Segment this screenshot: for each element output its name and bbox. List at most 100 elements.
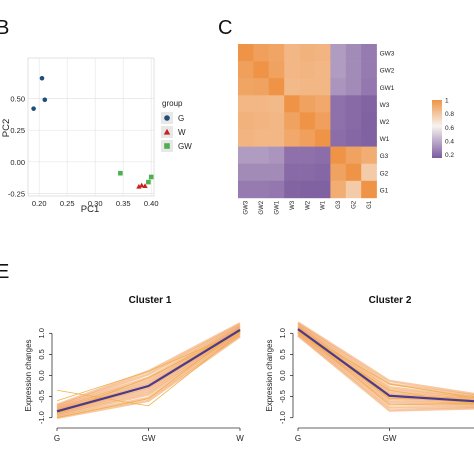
heatmap-column-label: GW1 — [275, 200, 281, 214]
heatmap-column-labels: GW3 GW2 GW1 W3 W2 W1 G3 G2 G1 — [244, 200, 373, 214]
pca-legend-marker-g — [164, 115, 170, 121]
heatmap-cell — [361, 44, 377, 62]
heatmap-cell — [299, 180, 316, 199]
cluster-outlier-line — [297, 330, 474, 398]
heatmap-column-label: GW3 — [244, 200, 250, 214]
pca-y-tick-label: 0.25 — [10, 126, 25, 135]
pca-point-g — [39, 75, 45, 81]
cluster-member-line — [56, 334, 241, 418]
heatmap-cell — [268, 146, 285, 164]
pca-point-gw — [118, 170, 123, 176]
cluster-member-line — [297, 331, 474, 407]
heatmap-cell — [361, 61, 377, 79]
pca-point-gw — [146, 179, 151, 185]
heatmap-cell — [299, 95, 316, 113]
heatmap-cell — [284, 61, 300, 79]
heatmap-row-label: G2 — [380, 170, 389, 177]
heatmap-column-label: G1 — [367, 200, 373, 209]
cluster-x-tick-label: GW — [142, 434, 156, 443]
heatmap-cell — [315, 163, 331, 182]
pca-x-tick-label: 0.30 — [88, 199, 103, 208]
colorbar-tick-label: 0.4 — [445, 138, 454, 145]
cluster-1-title: Cluster 1 — [129, 295, 172, 306]
cluster-outlier-line — [56, 333, 241, 407]
heatmap-column-label: W1 — [321, 200, 327, 210]
pca-y-ticks: -0.25 0.00 0.25 0.50 — [8, 95, 25, 199]
heatmap-column-label: W2 — [305, 200, 311, 210]
cluster-x-tick-label: W — [236, 434, 244, 443]
heatmap-cell — [361, 163, 377, 182]
heatmap-cell — [268, 180, 285, 199]
colorbar-gradient — [432, 100, 442, 158]
heatmap-cell — [299, 61, 316, 79]
pca-x-tick-label: 0.20 — [32, 199, 47, 208]
cluster-centroid-line — [56, 329, 241, 413]
heatmap-cell — [345, 44, 362, 62]
pca-point-w — [139, 182, 145, 188]
heatmap-cell — [284, 129, 300, 147]
cluster-y-axis-label: Expression changes — [24, 339, 33, 411]
pca-point-g — [42, 97, 48, 103]
heatmap-cell — [330, 112, 347, 130]
heatmap-cell — [299, 129, 316, 147]
colorbar-tick-label: 0.6 — [445, 125, 454, 132]
cluster-centroid-line — [297, 328, 474, 403]
cluster-outlier-line — [56, 330, 241, 414]
heatmap-cell — [268, 61, 285, 79]
heatmap-row-label: W1 — [380, 136, 390, 143]
heatmap-cell — [238, 61, 254, 79]
heatmap-cells — [238, 44, 377, 199]
heatmap-cell — [238, 180, 254, 199]
heatmap-cell — [284, 44, 300, 62]
heatmap-cell — [315, 44, 331, 62]
heatmap-cell — [268, 129, 285, 147]
pca-point-w — [136, 183, 142, 189]
heatmap-cell — [345, 61, 362, 79]
pca-y-tick-label: 0.50 — [10, 95, 25, 104]
heatmap-cell — [299, 146, 316, 164]
pca-x-tick-label: 0.25 — [60, 199, 75, 208]
pca-scatter-plot: 0.20 0.25 0.30 0.35 0.40 -0.25 0.00 0.25 0.50 P… — [1, 57, 192, 215]
cluster-outlier-line — [56, 332, 241, 402]
pca-y-axis-label: PC2 — [1, 119, 12, 137]
heatmap-cell — [330, 163, 347, 182]
cluster-y-tick-label: 1.0 — [37, 328, 46, 338]
heatmap-column-label: GW2 — [259, 200, 265, 214]
heatmap-cell — [253, 146, 270, 164]
heatmap-cell — [361, 146, 377, 164]
heatmap-cell — [330, 78, 347, 96]
heatmap-cell — [315, 78, 331, 96]
colorbar-tick-label: 0.2 — [445, 152, 454, 159]
heatmap-cell — [253, 129, 270, 147]
pca-x-tick-label: 0.35 — [116, 199, 131, 208]
heatmap-row-label: W2 — [380, 119, 390, 126]
cluster-y-tick-label: 0.0 — [37, 370, 46, 380]
cluster-y-tick-label: 0.0 — [278, 370, 287, 380]
pca-point-g — [31, 106, 36, 111]
cluster-y-tick-label: -1.0 — [278, 411, 287, 424]
heatmap-row-labels: GW3 GW2 GW1 W3 W2 W1 G3 G2 G1 — [380, 51, 395, 195]
heatmap-cell — [345, 180, 362, 199]
heatmap-cell — [330, 146, 347, 164]
heatmap-cell — [268, 163, 285, 182]
heatmap-row-label: GW3 — [380, 51, 395, 58]
pca-legend-marker-w — [163, 128, 171, 135]
heatmap-row-label: GW2 — [380, 68, 395, 75]
pca-point-w — [142, 183, 148, 188]
heatmap-cell — [361, 112, 377, 130]
heatmap-cell — [299, 112, 316, 130]
heatmap-column-label: G2 — [352, 200, 358, 209]
heatmap-cell — [315, 95, 331, 113]
panel-label-e: E — [0, 261, 9, 283]
cluster-y-tick-label: 0.5 — [278, 349, 287, 359]
heatmap-cell — [345, 112, 362, 130]
heatmap-cell — [330, 180, 347, 199]
heatmap-cell — [345, 146, 362, 164]
heatmap-cell — [299, 163, 316, 182]
cluster-1-plot: Cluster 1 -1.0 -0.5 0.0 0.5 1.0 G GW W Expressio… — [24, 295, 244, 443]
heatmap-cell — [315, 129, 331, 147]
pca-legend-label-gw: GW — [178, 142, 192, 151]
pca-point-gw — [148, 174, 154, 180]
heatmap-cell — [253, 61, 270, 79]
